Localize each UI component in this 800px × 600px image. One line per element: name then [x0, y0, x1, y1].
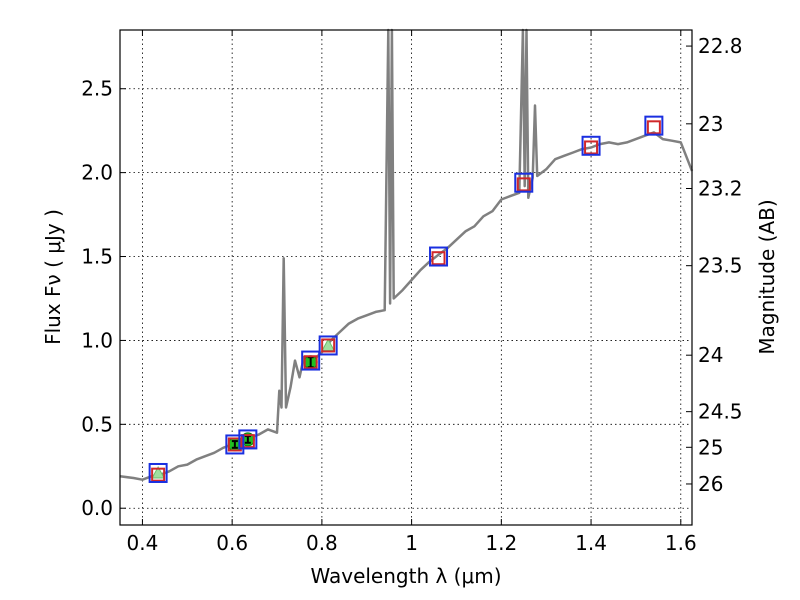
right-tick-label: 23.5	[698, 254, 743, 278]
x-tick-label: 0.6	[216, 531, 248, 555]
axis-ticks: 0.4 0.6 0.8 1 1.2 1.4 1.6 0.0 0.5 1.0 1.5 2.0 2.5 22.…	[81, 30, 743, 555]
y-axis-label: Flux Fν ( μJy )	[41, 209, 65, 345]
synthetic-square	[227, 437, 242, 452]
y-tick-label: 1.0	[81, 328, 113, 352]
filter-square	[225, 434, 245, 455]
x-tick-label: 1.2	[485, 531, 517, 555]
synthetic-square	[431, 251, 446, 266]
synthetic-square	[646, 120, 661, 135]
x-tick-label: 1.6	[665, 531, 697, 555]
y-axis-label-right: Magnitude (AB)	[755, 199, 779, 354]
synthetic-square	[321, 338, 336, 353]
y-tick-label: 0.0	[81, 496, 113, 520]
y-tick-label: 2.0	[81, 161, 113, 185]
filter-square	[581, 135, 601, 156]
photometry-markers	[148, 115, 664, 483]
x-tick-label: 1	[405, 531, 418, 555]
right-tick-label: 22.8	[698, 34, 743, 58]
synthetic-square	[303, 355, 318, 370]
right-tick-label: 24	[698, 343, 723, 367]
x-tick-label: 0.8	[306, 531, 338, 555]
model-spectrum	[119, 28, 694, 481]
right-tick-label: 25	[698, 435, 723, 459]
synthetic-square	[240, 434, 255, 449]
y-tick-label: 0.5	[81, 412, 113, 436]
right-tick-label: 23.2	[698, 176, 743, 200]
grid-lines	[120, 30, 692, 525]
synthetic-square	[584, 140, 599, 155]
synthetic-square	[151, 467, 166, 482]
triangle-marker	[151, 465, 165, 479]
x-tick-label: 0.4	[127, 531, 159, 555]
y-tick-label: 2.5	[81, 77, 113, 101]
filter-square	[238, 429, 258, 450]
x-axis-label: Wavelength λ (μm)	[310, 564, 501, 588]
spectrum-line	[119, 28, 694, 481]
triangle-marker	[321, 338, 336, 351]
right-tick-label: 26	[698, 472, 723, 496]
plot-frame	[119, 29, 693, 526]
synthetic-square	[516, 177, 531, 192]
right-tick-label: 23	[698, 112, 723, 136]
filter-square	[429, 246, 449, 267]
filter-square	[514, 172, 534, 193]
x-tick-label: 1.4	[575, 531, 607, 555]
filter-square	[644, 115, 664, 136]
y-tick-label: 1.5	[81, 245, 113, 269]
filter-square	[301, 350, 321, 371]
filter-square	[318, 335, 338, 356]
filter-square	[148, 462, 168, 483]
right-tick-label: 24.5	[698, 400, 743, 424]
